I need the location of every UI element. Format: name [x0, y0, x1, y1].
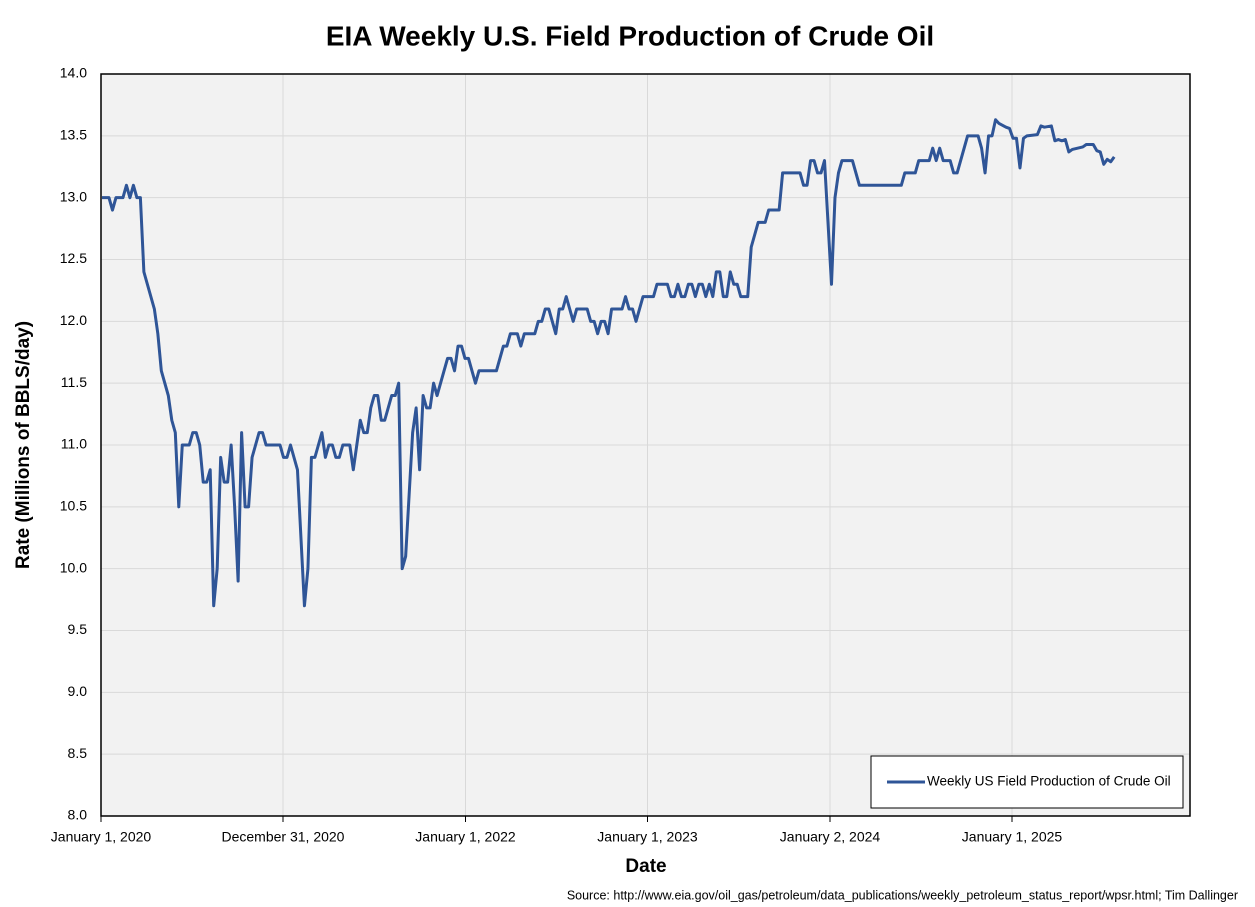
marks — [102, 118, 1116, 608]
y-tick-label: 13.0 — [60, 188, 87, 204]
data-line — [102, 118, 1116, 608]
legend-label: Weekly US Field Production of Crude Oil — [927, 774, 1171, 789]
y-tick-label: 9.5 — [68, 621, 88, 637]
chart-title: EIA Weekly U.S. Field Production of Crud… — [326, 20, 934, 51]
y-tick-label: 9.0 — [68, 683, 88, 699]
x-tick-label: January 1, 2020 — [51, 829, 152, 845]
plot-border — [100, 73, 1191, 817]
x-tick-label: January 1, 2022 — [415, 829, 516, 845]
y-axis-label: Rate (Millions of BBLS/day) — [13, 321, 34, 569]
y-tick-label: 12.5 — [60, 250, 87, 266]
y-tick-label: 10.5 — [60, 498, 87, 514]
y-tick-label: 14.0 — [60, 65, 87, 81]
y-tick-label: 13.5 — [60, 127, 87, 143]
source-note: Source: http://www.eia.gov/oil_gas/petro… — [567, 888, 1238, 902]
x-tick-label: January 1, 2023 — [597, 829, 698, 845]
legend-box — [870, 755, 1184, 809]
y-tick-label: 10.0 — [60, 559, 87, 575]
y-tick-label: 12.0 — [60, 312, 87, 328]
x-tick-label: December 31, 2020 — [222, 829, 345, 845]
y-tick-label: 11.0 — [61, 436, 87, 452]
x-tick-label: January 1, 2025 — [962, 829, 1063, 845]
grid — [100, 73, 1190, 817]
y-tick-label: 11.5 — [61, 374, 87, 390]
x-tick-label: January 2, 2024 — [780, 829, 881, 845]
y-tick-label: 8.0 — [68, 807, 88, 823]
x-axis-label: Date — [625, 856, 666, 877]
y-tick-label: 8.5 — [68, 745, 88, 761]
